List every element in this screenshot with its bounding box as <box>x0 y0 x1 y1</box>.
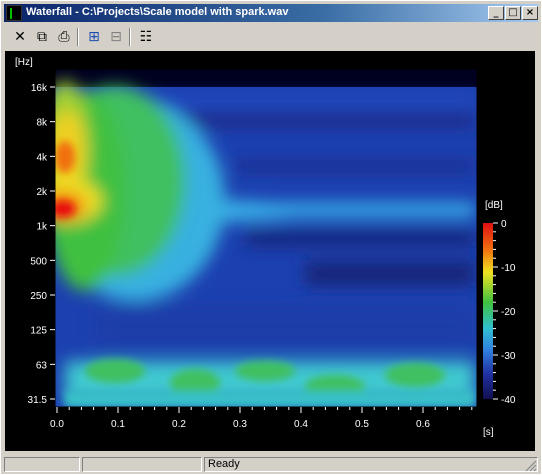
y-tick-label: 16k <box>31 83 48 94</box>
x-axis-unit: [s] <box>483 427 494 438</box>
colorbar-tick-label: -20 <box>501 307 516 318</box>
properties-icon[interactable]: ☷ <box>139 29 153 45</box>
x-axis: [s] 0.0 0.1 0.2 0.3 0.4 0.5 0.6 <box>50 407 494 438</box>
colorbar-tick-label: -30 <box>501 351 516 362</box>
status-bar: Ready <box>4 456 538 473</box>
y-axis: [Hz] 16k 8k 4k 2k 1k 500 250 125 63 31.5 <box>15 57 55 406</box>
y-tick-label: 1k <box>36 222 48 233</box>
status-panel-2 <box>82 457 202 472</box>
app-icon <box>6 5 22 21</box>
printer-icon[interactable]: ⎙ <box>58 29 70 45</box>
plot-frame <box>54 68 478 408</box>
waterfall-plot[interactable]: [Hz] 16k 8k 4k 2k 1k 500 250 125 63 31.5 [s] 0.0 0… <box>5 51 535 451</box>
maximize-button[interactable]: □ <box>505 6 521 20</box>
y-tick-label: 500 <box>30 256 47 267</box>
minimize-button[interactable]: _ <box>488 6 504 20</box>
y-axis-unit: [Hz] <box>15 57 33 68</box>
zoom-icon[interactable]: ⊟ <box>110 29 122 45</box>
x-tick-label: 0.0 <box>50 419 64 430</box>
spectrogram-area <box>55 69 477 407</box>
colorbar-tick-label: -40 <box>501 395 516 406</box>
y-tick-label: 250 <box>30 291 47 302</box>
y-tick-label: 63 <box>36 360 48 371</box>
resize-grip-icon[interactable] <box>525 460 537 472</box>
y-tick-label: 4k <box>36 152 48 163</box>
colorbar-unit: [dB] <box>485 200 503 211</box>
title-bar[interactable]: Waterfall - C:\Projects\Scale model with… <box>4 4 538 22</box>
close-button[interactable]: × <box>522 6 538 20</box>
x-tick-label: 0.2 <box>172 419 186 430</box>
status-panel-1 <box>4 457 80 472</box>
x-tick-label: 0.6 <box>416 419 430 430</box>
waterfall-svg: [Hz] 16k 8k 4k 2k 1k 500 250 125 63 31.5 [s] 0.0 0… <box>15 57 516 438</box>
toolbar-separator <box>77 28 79 46</box>
colorbar-tick-label: 0 <box>501 219 507 230</box>
x-tick-label: 0.1 <box>111 419 125 430</box>
y-tick-label: 8k <box>36 118 48 129</box>
y-tick-label: 31.5 <box>28 395 48 406</box>
status-text: Ready <box>204 457 538 472</box>
toolbar-separator <box>129 28 131 46</box>
y-tick-label: 2k <box>36 187 48 198</box>
close-x-icon[interactable]: ✕ <box>14 29 26 45</box>
colorbar-gradient <box>483 223 493 399</box>
colorbar-tick-label: -10 <box>501 263 516 274</box>
x-tick-label: 0.3 <box>233 419 247 430</box>
colorbar: [dB] 0 -10 -20 -30 -40 <box>483 200 516 406</box>
x-tick-label: 0.5 <box>355 419 369 430</box>
y-tick-label: 125 <box>30 326 47 337</box>
window-title: Waterfall - C:\Projects\Scale model with… <box>26 6 289 18</box>
toolbar: ✕ ⧉ ⎙ ⊞ ⊟ ☷ <box>4 25 538 49</box>
copy-icon[interactable]: ⧉ <box>37 29 47 45</box>
zoom-fit-icon[interactable]: ⊞ <box>88 29 100 45</box>
x-tick-label: 0.4 <box>294 419 308 430</box>
